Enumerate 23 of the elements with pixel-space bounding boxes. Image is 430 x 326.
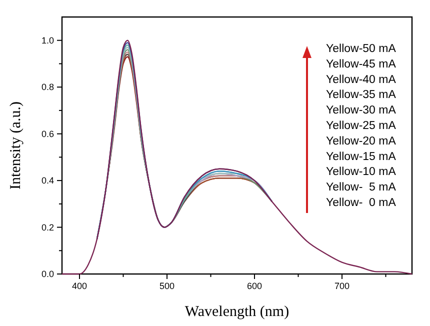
annotation: Yellow-20 mA <box>326 135 396 148</box>
annotation: Yellow-40 mA <box>326 74 396 86</box>
y-axis-title: Intensity (a.u.) <box>8 102 24 190</box>
annotation: Yellow-30 mA <box>326 104 396 117</box>
annotation: Yellow-50 mA <box>326 43 396 55</box>
annotation: Yellow- 5 mA <box>326 182 396 194</box>
x-tick-label: 400 <box>72 281 88 291</box>
y-tick-label: 0.4 <box>41 176 54 186</box>
y-tick-label: 1.0 <box>41 35 54 46</box>
annotation: Yellow-35 mA <box>326 89 396 102</box>
x-axis-title: Wavelength (nm) <box>184 304 290 320</box>
y-tick-label: 0.2 <box>41 222 54 232</box>
annotation: Yellow- 0 mA <box>326 197 396 209</box>
x-tick-label: 700 <box>334 281 350 291</box>
y-tick-label: 0.8 <box>41 82 54 92</box>
annotation: Yellow-25 mA <box>326 120 396 132</box>
annotation: Yellow-10 mA <box>326 166 396 178</box>
x-tick-label: 600 <box>246 281 262 291</box>
y-tick-label: 0.0 <box>41 269 54 279</box>
annotation: Yellow-45 mA <box>326 58 396 70</box>
y-tick-label: 0.6 <box>41 128 54 139</box>
annotation: Yellow-15 mA <box>326 150 396 163</box>
x-tick-label: 500 <box>159 281 175 291</box>
